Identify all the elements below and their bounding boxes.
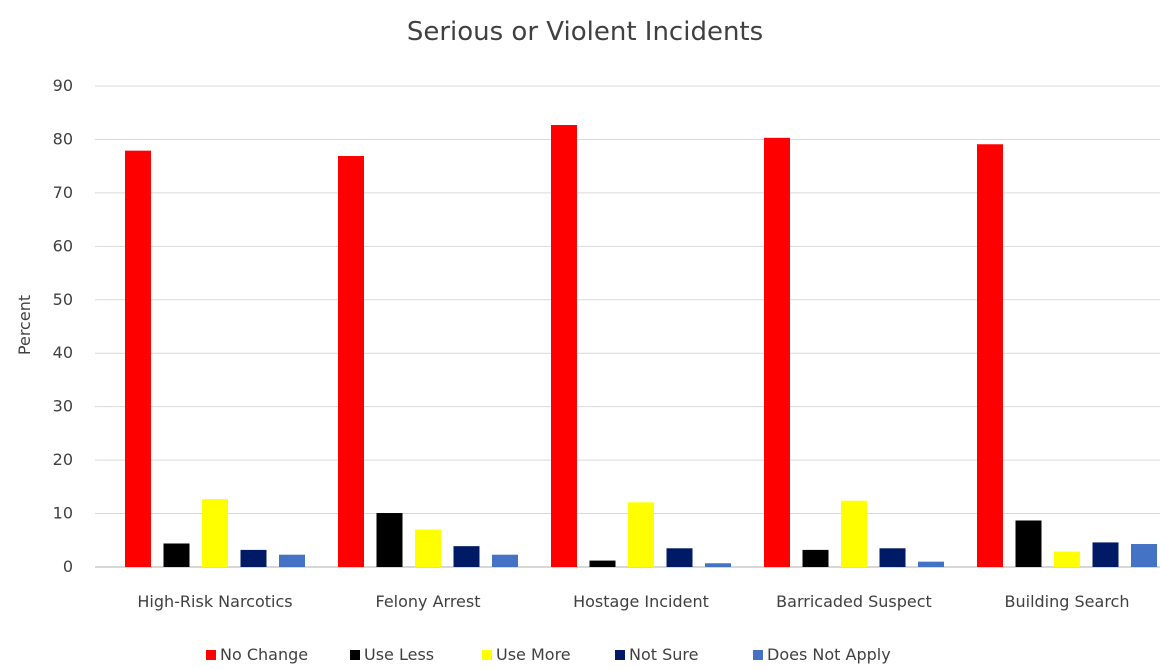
legend-label: Use Less <box>364 645 434 664</box>
bar-no-change <box>764 137 790 567</box>
legend-label: Not Sure <box>629 645 698 664</box>
legend: No Change Use Less Use More Not Sure Does No… <box>206 645 891 664</box>
bar-no-change <box>338 156 364 568</box>
y-tick-label: 20 <box>53 450 73 469</box>
legend-swatch <box>753 650 763 660</box>
bars <box>125 125 1157 568</box>
bar-use-less <box>802 549 829 567</box>
bar-not-sure <box>879 548 906 567</box>
bar-no-change <box>125 150 151 567</box>
bar-no-change <box>551 125 577 568</box>
y-axis-ticks: 0 10 20 30 40 50 60 70 80 90 <box>53 76 73 576</box>
bar-not-sure <box>453 546 480 567</box>
bar-use-more <box>415 529 441 567</box>
x-category-label: High-Risk Narcotics <box>137 592 292 611</box>
y-tick-label: 70 <box>53 183 73 202</box>
bar-use-more <box>1054 551 1080 567</box>
bar-does-not-apply <box>492 554 518 567</box>
legend-swatch <box>350 650 360 660</box>
bar-use-less <box>376 513 403 567</box>
bar-use-less <box>1015 520 1042 567</box>
bar-not-sure <box>240 549 267 567</box>
bar-use-more <box>628 502 654 567</box>
x-category-label: Barricaded Suspect <box>776 592 932 611</box>
legend-label: Does Not Apply <box>767 645 891 664</box>
y-tick-label: 30 <box>53 397 73 416</box>
chart-title: Serious or Violent Incidents <box>407 17 763 47</box>
y-tick-label: 50 <box>53 290 73 309</box>
y-tick-label: 60 <box>53 236 73 255</box>
y-tick-label: 0 <box>63 557 73 576</box>
gridlines <box>95 85 1160 568</box>
bar-not-sure <box>1092 542 1119 567</box>
y-tick-label: 10 <box>53 504 73 523</box>
x-category-label: Felony Arrest <box>375 592 480 611</box>
x-category-label: Building Search <box>1005 592 1130 611</box>
bar-use-more <box>841 500 867 567</box>
y-tick-label: 90 <box>53 76 73 95</box>
legend-swatch <box>206 650 216 660</box>
y-axis-title: Percent <box>15 295 34 355</box>
legend-swatch <box>615 650 625 660</box>
x-axis-categories: High-Risk Narcotics Felony Arrest Hostage … <box>137 592 1129 611</box>
bar-does-not-apply <box>1131 544 1157 567</box>
bar-not-sure <box>666 548 693 567</box>
bar-use-less <box>589 560 616 567</box>
bar-does-not-apply <box>705 563 731 567</box>
legend-swatch <box>482 650 492 660</box>
bar-use-more <box>202 499 228 567</box>
legend-label: No Change <box>220 645 308 664</box>
bar-no-change <box>977 144 1003 567</box>
legend-label: Use More <box>496 645 571 664</box>
y-tick-label: 40 <box>53 343 73 362</box>
bar-use-less <box>163 543 190 567</box>
bar-does-not-apply <box>279 554 305 567</box>
y-tick-label: 80 <box>53 129 73 148</box>
x-category-label: Hostage Incident <box>573 592 709 611</box>
bar-does-not-apply <box>918 561 944 567</box>
